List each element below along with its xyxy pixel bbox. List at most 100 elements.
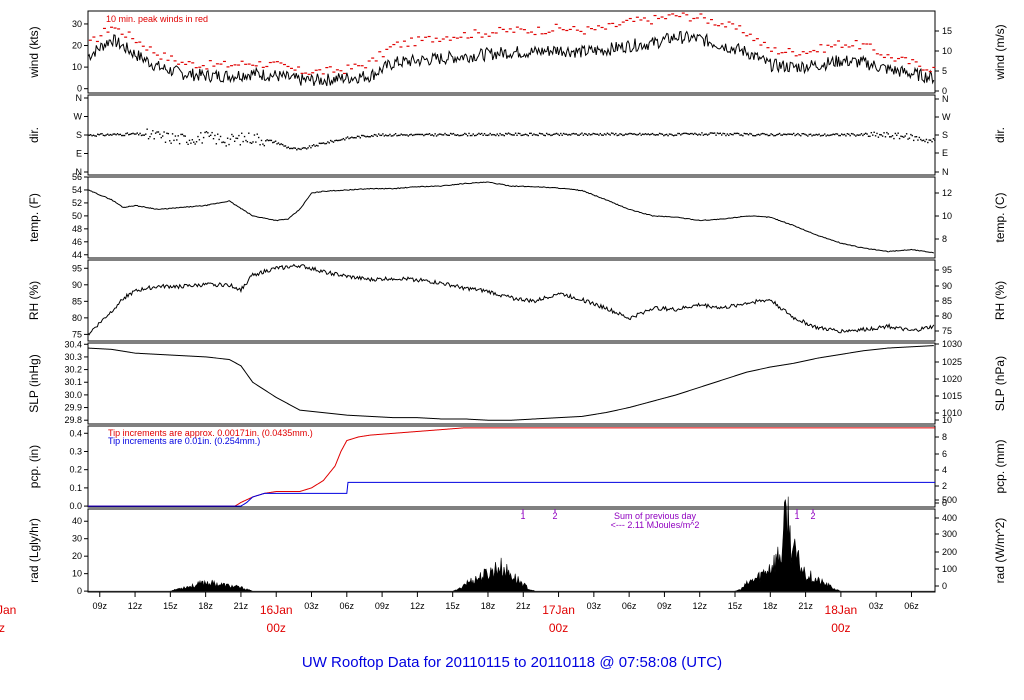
ytick-label-left: S	[76, 130, 82, 140]
ytick-label-right: E	[942, 148, 948, 158]
dir-point	[104, 134, 106, 137]
day-label-cut: Jan	[0, 603, 16, 617]
dir-point	[503, 134, 506, 137]
xtick-label: 03z	[869, 601, 884, 611]
dir-point	[766, 133, 768, 136]
day-label: 16Jan	[260, 603, 293, 617]
dir-point	[644, 133, 647, 135]
dir-point	[653, 133, 655, 136]
dir-point	[745, 133, 747, 135]
dir-point	[149, 135, 151, 138]
ytick-label-left: 29.8	[64, 415, 82, 425]
dir-point	[197, 135, 199, 138]
dir-point	[928, 139, 930, 141]
dir-point	[279, 143, 281, 146]
dir-point	[869, 135, 871, 138]
dir-point	[629, 132, 631, 135]
dir-point	[130, 133, 133, 135]
dir-point	[115, 134, 117, 136]
dir-point	[173, 139, 175, 142]
dir-point	[425, 133, 428, 135]
dir-point	[925, 138, 928, 141]
ytick-label-left: 30.1	[64, 377, 82, 387]
dir-point	[324, 143, 326, 145]
xtick-label: 12z	[692, 601, 707, 611]
dir-point	[437, 134, 439, 136]
dir-point	[404, 134, 407, 136]
dir-point	[886, 131, 888, 134]
dir-point	[280, 143, 282, 145]
dir-point	[898, 137, 901, 140]
dir-point	[754, 134, 757, 137]
dir-point	[903, 136, 905, 138]
dir-point	[534, 134, 537, 136]
dir-point	[375, 134, 377, 136]
dir-point	[248, 132, 250, 134]
dir-point	[472, 133, 474, 135]
dir-point	[366, 135, 369, 138]
dir-point	[881, 135, 884, 137]
dir-point	[581, 132, 583, 134]
dir-point	[697, 134, 699, 136]
dir-point	[106, 133, 109, 135]
dir-point	[698, 133, 700, 135]
ylabel-left-pcp: pcp. (in)	[27, 445, 41, 488]
dir-point	[670, 133, 672, 135]
ytick-label-right: 90	[942, 281, 952, 291]
dir-point	[253, 134, 256, 136]
panel-rh: RH (%) RH (%) 75 80 85 90 95 75 80 85 90 95	[27, 259, 1007, 342]
ytick-label-left: 0.1	[69, 483, 82, 493]
dir-point	[123, 134, 126, 137]
dir-point	[481, 132, 483, 135]
ytick-label-right: 0	[942, 581, 947, 591]
dir-point	[320, 142, 322, 145]
dir-point	[565, 133, 568, 135]
dir-point	[768, 134, 771, 137]
dir-point	[252, 141, 254, 143]
dir-point	[934, 139, 936, 141]
ytick-label-right: 1025	[942, 357, 962, 367]
dir-point	[643, 133, 645, 136]
dir-point	[596, 133, 599, 135]
ytick-label-left: 48	[72, 224, 82, 234]
dir-point	[489, 132, 491, 135]
dir-point	[819, 135, 822, 137]
dir-point	[262, 143, 264, 145]
dir-point	[221, 141, 223, 144]
dir-point	[848, 133, 850, 135]
ytick-label-right: 200	[942, 547, 957, 557]
dir-point	[787, 133, 789, 135]
dir-point	[246, 141, 249, 143]
ylabel-right-wind: wind (m/s)	[993, 24, 1007, 80]
dir-point	[170, 142, 172, 144]
dir-point	[373, 133, 376, 136]
dir-point	[111, 134, 113, 136]
dir-point	[363, 135, 366, 137]
dir-point	[152, 130, 154, 132]
dir-point	[681, 133, 683, 135]
dir-point	[777, 133, 779, 136]
panel-slp: SLP (inHg) SLP (hPa) 29.8 29.9 30.0 30.1 30.2 3…	[27, 339, 1007, 425]
dir-point	[305, 148, 308, 150]
dir-point	[626, 133, 628, 136]
dir-point	[372, 135, 374, 138]
dir-point	[318, 142, 321, 145]
dir-point	[682, 132, 685, 135]
dir-point	[435, 135, 438, 137]
dir-point	[832, 133, 834, 135]
dir-point	[856, 134, 858, 136]
dir-point	[89, 134, 92, 136]
ytick-label-left: 10	[72, 569, 82, 579]
ytick-label-right: 400	[942, 513, 957, 523]
dir-point	[235, 137, 237, 139]
xtick-label: 06z	[622, 601, 637, 611]
radiation-area	[87, 496, 936, 592]
dir-point	[301, 147, 304, 149]
dir-point	[900, 135, 902, 137]
dir-point	[640, 134, 642, 136]
ytick-label-left: 0	[77, 84, 82, 94]
dir-point	[420, 133, 422, 136]
dir-point	[217, 133, 219, 135]
dir-point	[822, 134, 825, 137]
dir-point	[211, 131, 213, 134]
